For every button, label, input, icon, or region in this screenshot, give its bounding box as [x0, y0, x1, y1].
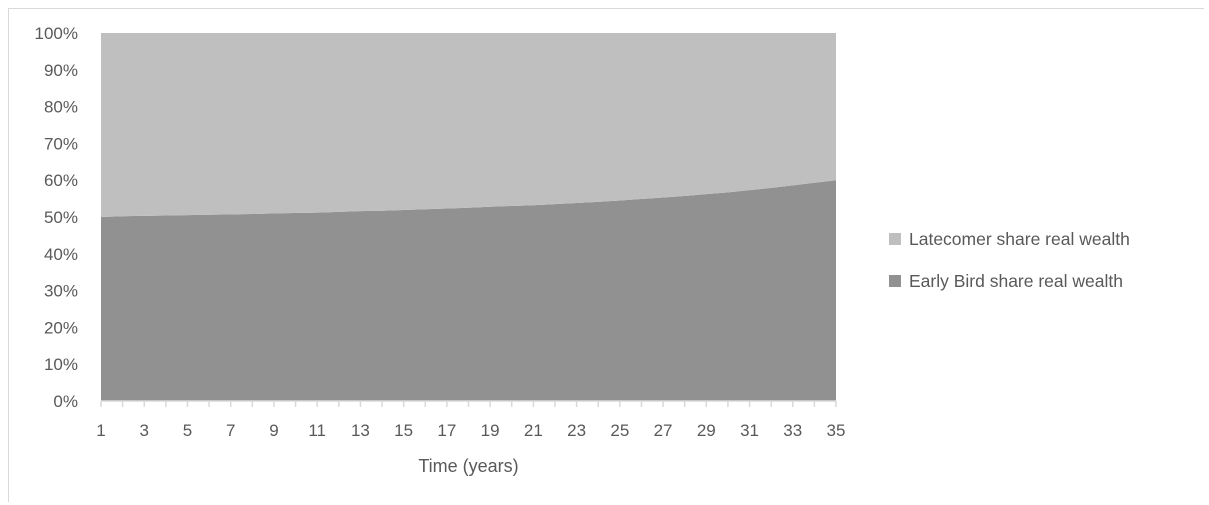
y-tick-label: 20%: [44, 318, 78, 337]
y-tick-label: 90%: [44, 61, 78, 80]
x-tick-label: 27: [654, 421, 673, 440]
y-tick-label: 0%: [53, 392, 78, 411]
area-series-1: [101, 33, 836, 217]
y-tick-label: 80%: [44, 98, 78, 117]
legend: Latecomer share real wealth Early Bird sh…: [889, 229, 1130, 291]
x-tick-label: 9: [269, 421, 278, 440]
x-tick-label: 15: [394, 421, 413, 440]
y-tick-label: 30%: [44, 282, 78, 301]
y-tick-labels: 0% 10% 20% 30% 40% 50% 60% 70% 80% 90% 100%: [35, 24, 78, 411]
axes-group: [101, 401, 836, 407]
x-tick-label: 13: [351, 421, 370, 440]
x-tick-label: 1: [96, 421, 105, 440]
y-tick-label: 40%: [44, 245, 78, 264]
legend-label: Latecomer share real wealth: [909, 229, 1130, 249]
x-tick-label: 33: [783, 421, 802, 440]
y-tick-label: 100%: [35, 24, 78, 43]
legend-label: Early Bird share real wealth: [909, 271, 1123, 291]
x-tick-label: 19: [481, 421, 500, 440]
y-tick-label: 10%: [44, 355, 78, 374]
x-tick-label: 17: [437, 421, 456, 440]
x-tick-label: 35: [827, 421, 846, 440]
x-tick-label: 3: [140, 421, 149, 440]
area-series-group: [101, 33, 836, 401]
y-tick-label: 50%: [44, 208, 78, 227]
x-tick-label: 25: [610, 421, 629, 440]
x-tick-label: 21: [524, 421, 543, 440]
x-tick-label: 31: [740, 421, 759, 440]
x-tick-labels: 1 3 5 7 9 11 13 15 17 19 21 23 25 27 29 31 33 35: [96, 421, 845, 440]
legend-swatch: [889, 275, 901, 287]
x-axis-title: Time (years): [418, 456, 518, 476]
legend-swatch: [889, 233, 901, 245]
x-tick-label: 5: [183, 421, 192, 440]
x-tick-label: 7: [226, 421, 235, 440]
y-tick-label: 70%: [44, 134, 78, 153]
x-tick-label: 11: [308, 421, 326, 440]
y-tick-label: 60%: [44, 171, 78, 190]
x-tick-label: 29: [697, 421, 716, 440]
x-tick-label: 23: [567, 421, 586, 440]
